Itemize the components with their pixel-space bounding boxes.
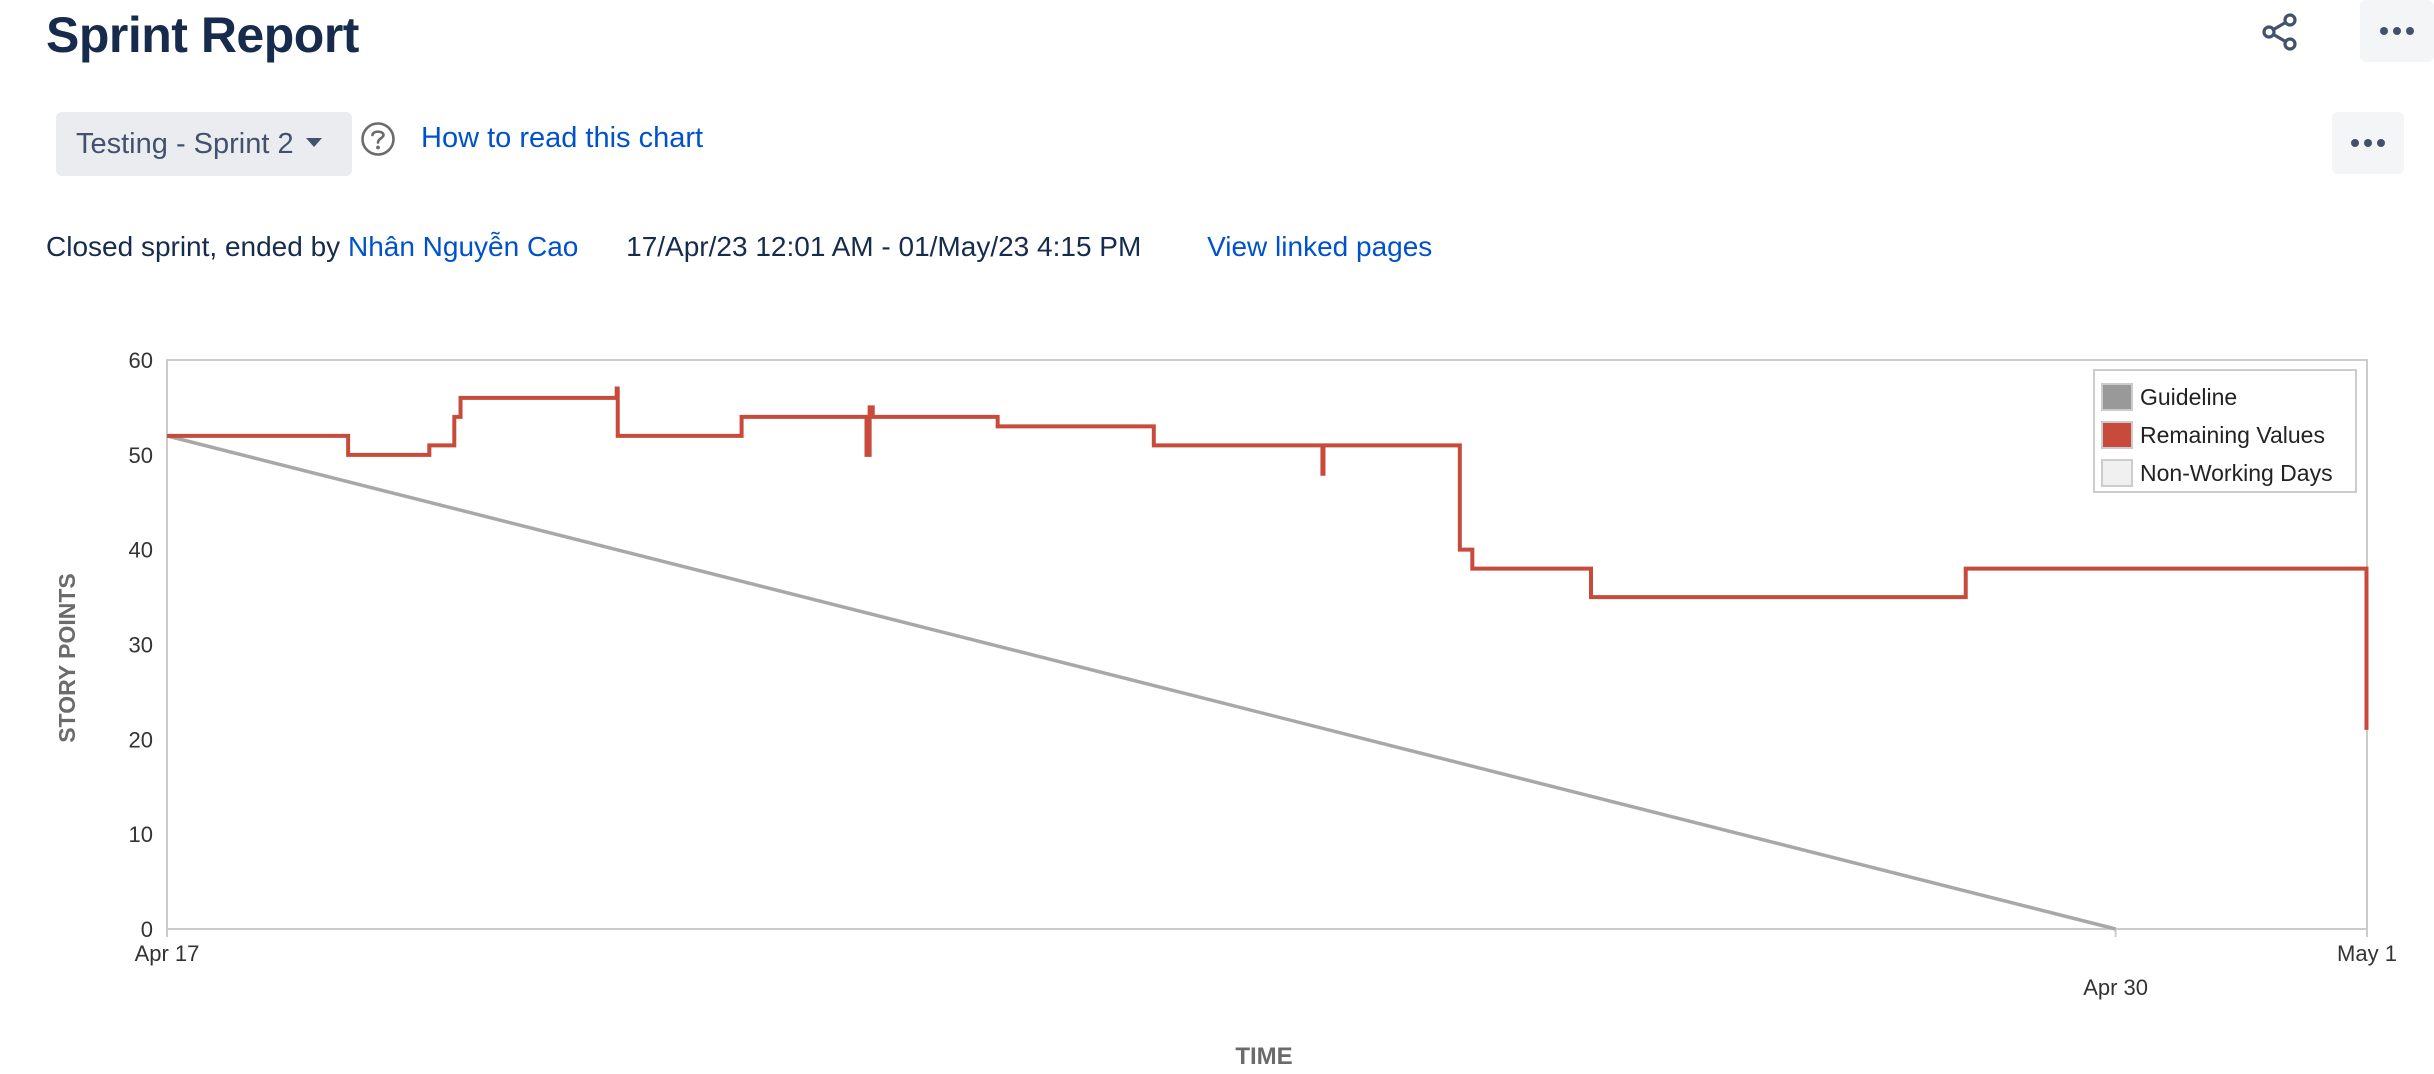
chart-more-button[interactable] — [2332, 112, 2404, 174]
x-axis-label: TIME — [1235, 1043, 1292, 1070]
chart-legend: Guideline Remaining Values Non-Working Day… — [2093, 369, 2357, 493]
x-tick-label: Apr 17 — [135, 941, 200, 966]
share-button[interactable] — [2248, 4, 2312, 60]
legend-swatch — [2101, 383, 2133, 411]
chevron-down-icon — [305, 137, 322, 147]
y-tick-label: 30 — [129, 633, 153, 658]
page-title: Sprint Report — [46, 7, 359, 63]
x-tick-label: Apr 30 — [2083, 975, 2148, 1000]
how-to-read-chart-link[interactable]: How to read this chart — [421, 122, 704, 154]
question-circle-icon — [361, 122, 395, 156]
legend-box — [2093, 369, 2357, 493]
burndown-chart: 0 10 20 30 40 50 60 Apr 17 Apr 30 May 1 STORY PO… — [54, 348, 2397, 1070]
share-icon — [2262, 13, 2297, 51]
sprint-status-text: Closed sprint, ended by — [46, 231, 341, 262]
y-axis-ticks: 0 10 20 30 40 50 60 — [129, 348, 153, 942]
more-horizontal-icon — [2380, 27, 2414, 35]
legend-label: Remaining Values — [2140, 422, 2325, 448]
y-tick-label: 60 — [129, 348, 153, 373]
legend-swatch — [2101, 459, 2133, 487]
legend-swatch — [2101, 421, 2133, 449]
legend-label: Non-Working Days — [2140, 460, 2333, 486]
series-line-guideline — [166, 434, 2117, 931]
y-axis-label: STORY POINTS — [54, 573, 80, 743]
x-axis-ticks: Apr 17 Apr 30 May 1 — [135, 929, 2397, 1000]
sprint-selector-label: Testing - Sprint 2 — [76, 127, 294, 160]
sprint-info: Closed sprint, ended by Nhân Nguyễn Cao … — [46, 231, 1432, 263]
y-tick-label: 20 — [129, 727, 153, 752]
ended-by-user-link[interactable]: Nhân Nguyễn Cao — [347, 231, 579, 262]
series-line-remaining-values — [167, 386, 2369, 730]
page-more-button[interactable] — [2360, 0, 2434, 62]
sprint-selector-dropdown[interactable]: Testing - Sprint 2 — [56, 112, 352, 176]
y-tick-label: 50 — [129, 443, 153, 468]
y-tick-label: 40 — [129, 538, 153, 563]
view-linked-pages-link[interactable]: View linked pages — [1207, 231, 1433, 262]
legend-label: Guideline — [2140, 384, 2237, 410]
y-tick-label: 0 — [141, 917, 153, 942]
y-tick-label: 10 — [129, 822, 153, 847]
more-horizontal-icon — [2351, 139, 2385, 147]
x-tick-label: May 1 — [2337, 941, 2397, 966]
help-button[interactable] — [358, 119, 398, 159]
sprint-date-range: 17/Apr/23 12:01 AM - 01/May/23 4:15 PM — [626, 231, 1142, 262]
chart-series — [166, 386, 2369, 931]
